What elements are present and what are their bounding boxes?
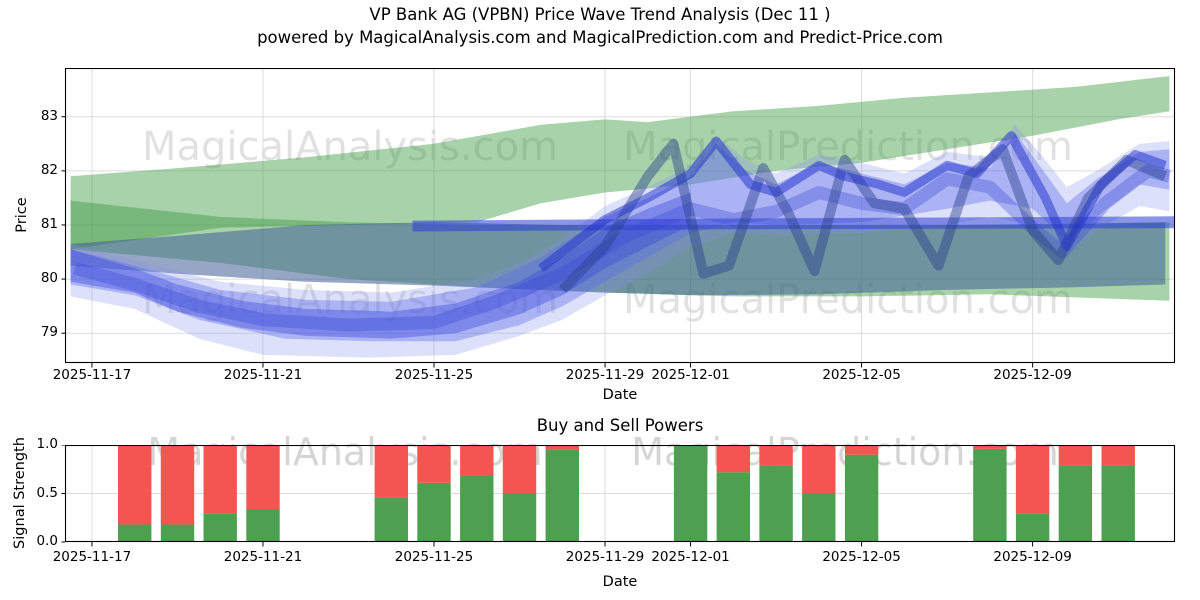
buy-bar (844, 454, 879, 542)
x-tick-label: 2025-11-25 (394, 549, 474, 565)
y-tick-label: 80 (40, 270, 58, 287)
x-tick-label: 2025-11-25 (394, 367, 474, 383)
sell-bar (1058, 445, 1093, 466)
buy-bar (417, 482, 451, 542)
y-tick-label: 82 (40, 161, 58, 178)
x-tick-label: 2025-12-09 (993, 549, 1072, 565)
sell-bar (1101, 445, 1135, 466)
y-tick-label: 83 (40, 107, 58, 124)
x-tick-label: 2025-12-01 (651, 367, 730, 383)
sell-bar (802, 445, 836, 494)
buy-bar (802, 493, 836, 542)
upper-green-trend-band (70, 76, 1170, 250)
buy-bar (118, 524, 152, 542)
buy-bar (759, 465, 793, 542)
signal-bars-layer (118, 445, 1135, 542)
signal-xlabel: Date (602, 574, 638, 590)
buy-bar (160, 524, 195, 542)
buy-bar (716, 472, 750, 542)
buy-bar (502, 493, 537, 542)
sell-bar (374, 445, 408, 498)
x-tick-label: 2025-12-05 (822, 549, 901, 565)
sell-bar (1015, 445, 1050, 514)
buy-bar (1058, 465, 1093, 542)
x-tick-label: 2025-11-21 (223, 549, 303, 565)
sell-bar (118, 445, 152, 525)
pale-blue-wave-band (70, 124, 1170, 358)
price-bands-layer (70, 76, 1175, 358)
buy-bar (460, 476, 494, 542)
x-tick-label: 2025-12-01 (651, 549, 730, 565)
lower-blue-zigzag (73, 164, 1172, 332)
sell-bar (502, 445, 537, 494)
signal-chart-title: Buy and Sell Powers (536, 416, 704, 435)
price-xlabel: Date (602, 387, 638, 403)
sell-bar (545, 445, 579, 450)
sell-bar (160, 445, 195, 525)
buy-bar (545, 449, 579, 542)
sell-bar (759, 445, 793, 466)
buy-bar (673, 445, 708, 542)
x-tick-label: 2025-11-21 (223, 367, 303, 383)
price-chart (61, 68, 1176, 368)
sell-bar (716, 445, 750, 473)
gray-blue-channel-band (70, 222, 1166, 296)
signal-chart (61, 445, 1176, 547)
sell-bar (417, 445, 451, 483)
page-title: VP Bank AG (VPBN) Price Wave Trend Analy… (369, 5, 831, 24)
buy-bar (1015, 513, 1050, 542)
y-tick-label: 79 (40, 324, 58, 341)
y-tick-label: 81 (40, 215, 58, 232)
upper-blue-zigzag (538, 131, 1167, 272)
page-subtitle: powered by MagicalAnalysis.com and Magic… (257, 28, 943, 47)
y-tick-label: 0.5 (36, 484, 58, 501)
x-tick-label: 2025-11-29 (565, 549, 645, 565)
x-tick-label: 2025-12-09 (993, 367, 1072, 383)
x-tick-label: 2025-11-17 (52, 367, 132, 383)
buy-bar (973, 448, 1007, 542)
sell-bar (246, 445, 280, 509)
sell-bar (844, 445, 879, 455)
sell-bar (973, 445, 1007, 449)
sell-bar (203, 445, 237, 514)
buy-bar (246, 509, 280, 542)
sell-bar (460, 445, 494, 476)
x-tick-label: 2025-11-29 (565, 367, 645, 383)
x-tick-label: 2025-11-17 (52, 549, 132, 565)
buy-bar (1101, 465, 1135, 542)
x-tick-label: 2025-12-05 (822, 367, 901, 383)
y-tick-label: 1.0 (36, 436, 58, 452)
buy-bar (203, 513, 237, 542)
left-royal-blue-wave-band (70, 192, 691, 339)
buy-bar (374, 497, 408, 542)
plot-border (64, 445, 1176, 543)
y-tick-label: 0.0 (36, 533, 58, 549)
plot-border (64, 68, 1176, 364)
